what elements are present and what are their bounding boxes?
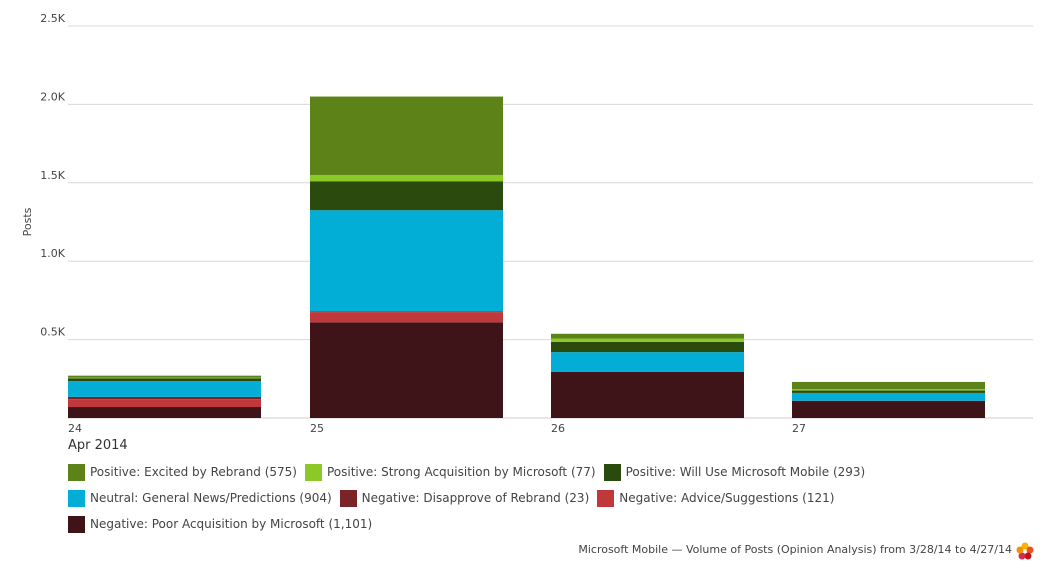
legend-swatch <box>68 463 85 481</box>
bar-segment[interactable] <box>792 388 985 391</box>
gridlines <box>68 25 1033 419</box>
bar-segment[interactable] <box>551 341 744 353</box>
legend-row: Positive: Excited by Rebrand (575) Positi… <box>68 459 968 485</box>
bar-segment[interactable] <box>310 174 503 182</box>
bar-segment[interactable] <box>68 377 261 379</box>
legend-label: Negative: Poor Acquisition by Microsoft … <box>90 517 373 531</box>
bar-segment[interactable] <box>792 390 985 393</box>
bar-segment[interactable] <box>68 399 261 408</box>
legend-item[interactable]: Neutral: General News/Predictions (904) <box>68 489 332 507</box>
bar-segment[interactable] <box>792 392 985 401</box>
legend-item[interactable]: Negative: Poor Acquisition by Microsoft … <box>68 515 373 533</box>
legend-row: Neutral: General News/Predictions (904) N… <box>68 485 968 511</box>
legend-label: Positive: Excited by Rebrand (575) <box>90 465 297 479</box>
chart-caption: Microsoft Mobile — Volume of Posts (Opin… <box>578 543 1012 556</box>
legend-label: Positive: Strong Acquisition by Microsof… <box>326 465 596 479</box>
chart-legend: Positive: Excited by Rebrand (575) Positi… <box>68 459 968 537</box>
bar-segment[interactable] <box>310 210 503 312</box>
bar-segment[interactable] <box>310 181 503 211</box>
legend-label: Negative: Disapprove of Rebrand (23) <box>361 491 590 505</box>
bar-segment[interactable] <box>551 338 744 342</box>
bar-segment[interactable] <box>310 312 503 323</box>
legend-swatch <box>339 489 357 507</box>
x-tick-label: 25 <box>310 422 324 435</box>
legend-item[interactable]: Negative: Disapprove of Rebrand (23) <box>339 489 590 507</box>
legend-row: Negative: Poor Acquisition by Microsoft … <box>68 511 968 537</box>
legend-label: Positive: Will Use Microsoft Mobile (293… <box>625 465 866 479</box>
bar-segment[interactable] <box>310 322 503 418</box>
y-tick-label: 2.5K <box>40 12 65 25</box>
bars <box>68 96 985 418</box>
legend-label: Neutral: General News/Predictions (904) <box>90 491 332 505</box>
x-tick-label: 24 <box>68 422 82 435</box>
legend-item[interactable]: Positive: Strong Acquisition by Microsof… <box>304 463 596 481</box>
legend-swatch <box>597 489 615 507</box>
legend-label: Negative: Advice/Suggestions (121) <box>619 491 835 505</box>
y-tick-label: 1.5K <box>40 169 65 182</box>
bar-segment[interactable] <box>68 381 261 397</box>
legend-swatch <box>68 489 85 507</box>
bar-segment[interactable] <box>68 375 261 378</box>
y-tick-label: 0.5K <box>40 326 65 339</box>
legend-swatch <box>603 463 621 481</box>
bar-segment[interactable] <box>792 381 985 389</box>
bar-segment[interactable] <box>310 96 503 175</box>
x-tick-label: 27 <box>792 422 806 435</box>
x-axis-date-label: Apr 2014 <box>68 438 128 453</box>
bar-segment[interactable] <box>792 400 985 418</box>
bar-segment[interactable] <box>551 333 744 339</box>
y-tick-label: 1.0K <box>40 247 65 260</box>
bar-segment[interactable] <box>68 378 261 382</box>
bar-segment[interactable] <box>551 352 744 372</box>
brand-logo-icon <box>1016 542 1034 560</box>
legend-item[interactable]: Negative: Advice/Suggestions (121) <box>597 489 835 507</box>
y-tick-label: 2.0K <box>40 90 65 103</box>
axis-labels: 0.5K 1.0K 1.5K 2.0K 2.5K 24 25 26 27 <box>40 12 806 435</box>
legend-swatch <box>304 463 322 481</box>
y-axis-title: Posts <box>21 207 34 236</box>
x-tick-label: 26 <box>551 422 565 435</box>
bar-segment[interactable] <box>551 371 744 418</box>
bar-segment[interactable] <box>310 311 503 313</box>
bar-segment[interactable] <box>68 396 261 400</box>
legend-swatch <box>68 515 85 533</box>
legend-item[interactable]: Positive: Will Use Microsoft Mobile (293… <box>603 463 866 481</box>
bar-segment[interactable] <box>68 407 261 418</box>
legend-item[interactable]: Positive: Excited by Rebrand (575) <box>68 463 297 481</box>
